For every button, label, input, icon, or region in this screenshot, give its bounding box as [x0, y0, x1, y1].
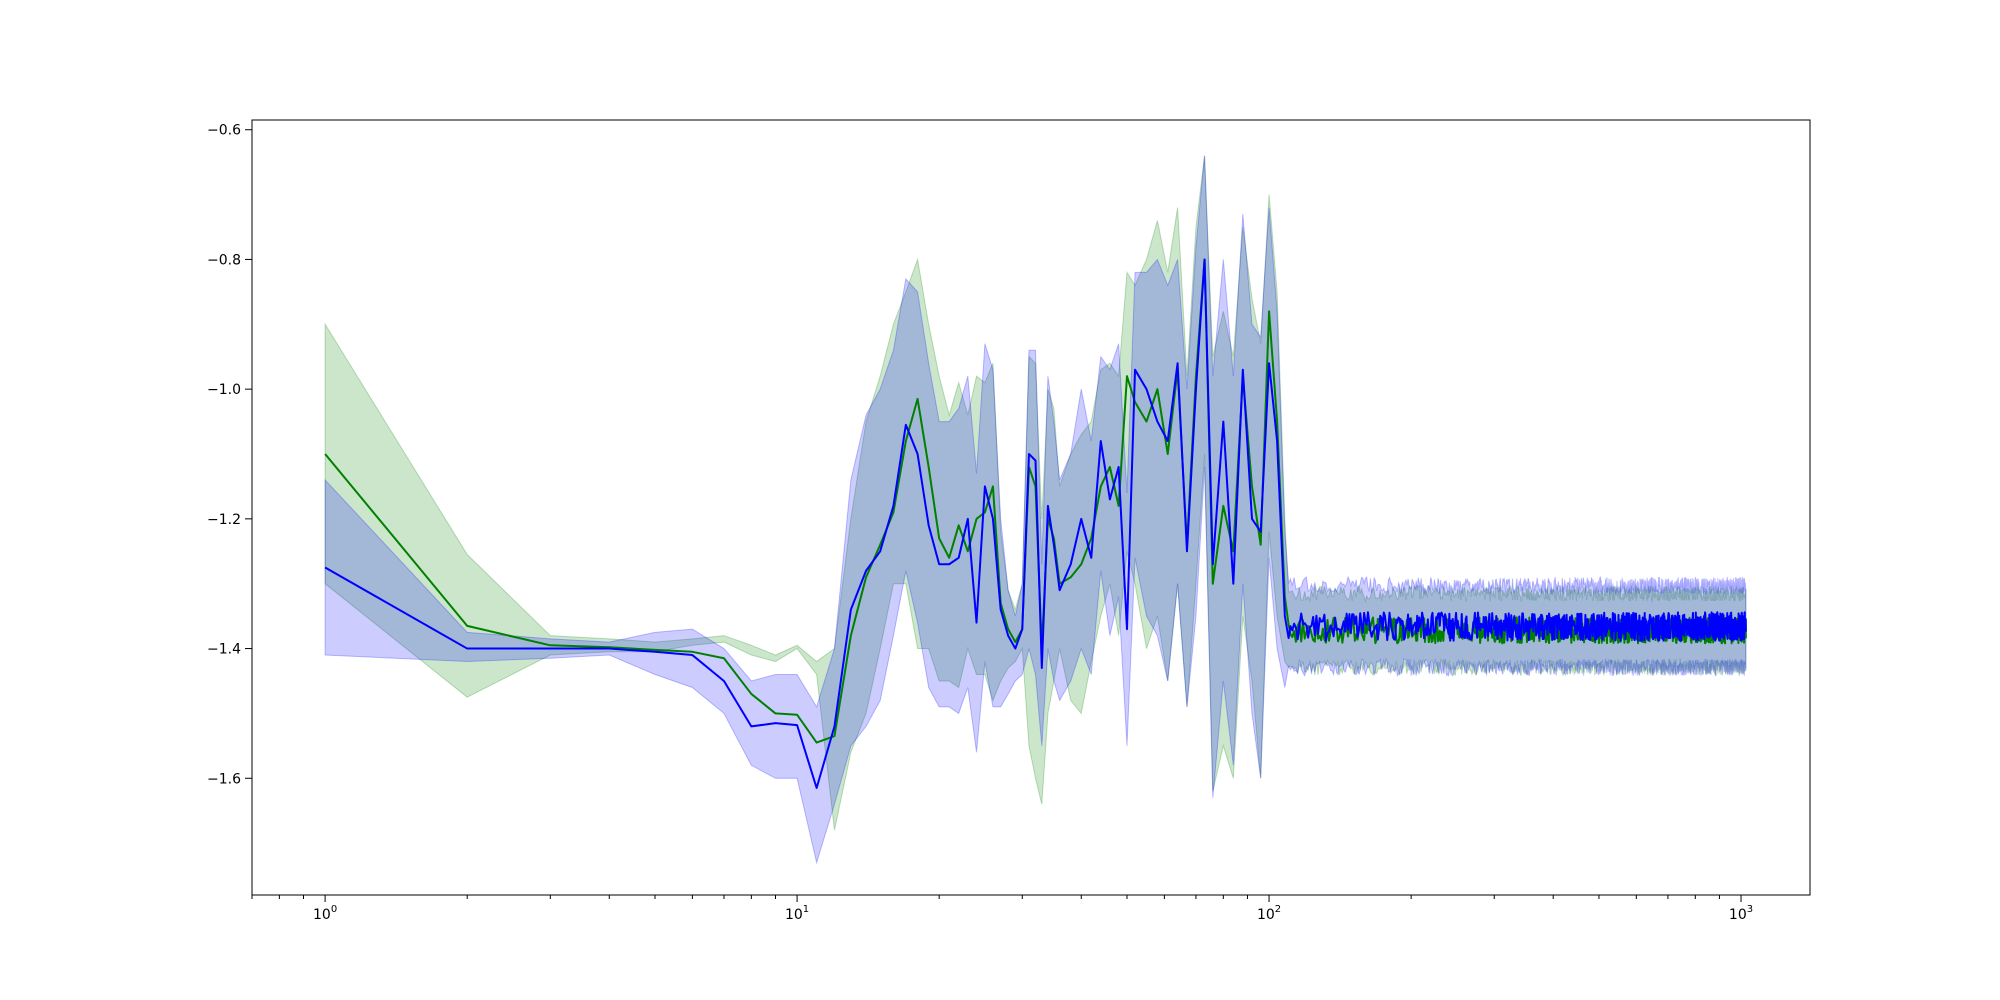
y-tick-label: −0.6: [207, 123, 241, 139]
x-tick-label: 103: [1729, 904, 1753, 923]
y-tick-label: −1.6: [207, 771, 241, 787]
plot-area: [324, 155, 1747, 865]
x-tick-label: 101: [785, 904, 809, 923]
x-tick-label: 100: [313, 904, 337, 923]
axes-frame: [251, 119, 1811, 896]
y-tick-label: −0.8: [207, 252, 241, 268]
series-line-2: [324, 258, 1747, 789]
y-axis: −0.6 −0.8 −1.0 −1.2 −1.4 −1.6: [207, 123, 252, 787]
x-axis: 100 101 102 103: [251, 895, 1753, 923]
x-tick-label: 102: [1257, 904, 1281, 923]
y-tick-label: −1.0: [207, 382, 241, 398]
y-tick-label: −1.4: [207, 642, 241, 658]
y-tick-label: −1.2: [207, 512, 241, 528]
